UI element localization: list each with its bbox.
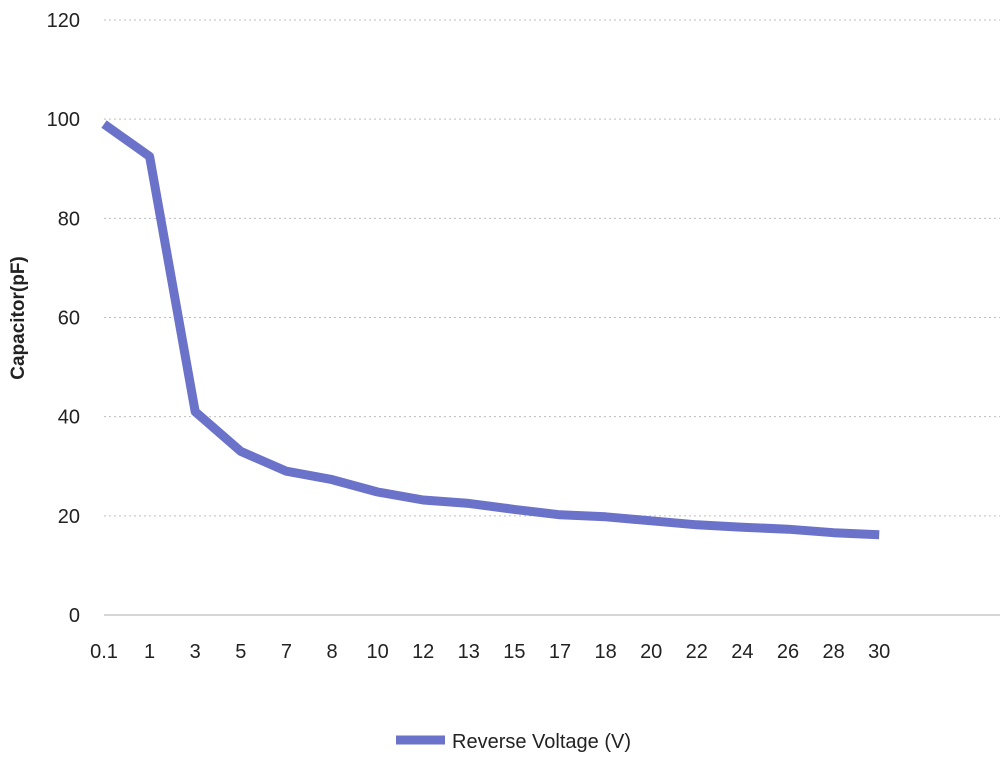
x-tick-label: 7 [281,641,292,663]
x-tick-label: 5 [235,641,246,663]
x-tick-label: 22 [686,641,708,663]
x-tick-label: 3 [190,641,201,663]
series-layer [104,124,879,535]
y-tick-label: 60 [58,308,80,330]
legend-label: Reverse Voltage (V) [452,731,631,753]
y-tick-label: 80 [58,208,80,230]
x-tick-label: 15 [503,641,525,663]
x-tick-label: 30 [868,641,890,663]
x-tick-label: 0.1 [90,641,118,663]
x-tick-label: 26 [777,641,799,663]
x-tick-label: 17 [549,641,571,663]
x-tick-label: 12 [412,641,434,663]
y-axis-title: Capacitor(pF) [8,256,29,380]
y-tick-label: 0 [69,605,80,627]
x-tick-label: 13 [458,641,480,663]
legend: Reverse Voltage (V) [396,731,631,753]
x-tick-label: 8 [326,641,337,663]
y-axis-ticks: 0 20 40 60 80 100 120 [47,10,80,627]
y-tick-label: 100 [47,109,80,131]
x-tick-label: 10 [366,641,388,663]
x-tick-label: 24 [731,641,753,663]
x-tick-label: 18 [594,641,616,663]
y-tick-label: 120 [47,10,80,32]
x-tick-label: 20 [640,641,662,663]
x-tick-label: 28 [822,641,844,663]
x-tick-label: 1 [144,641,155,663]
y-tick-label: 20 [58,506,80,528]
gridlines [104,20,1000,615]
series-line [104,124,879,535]
y-tick-label: 40 [58,407,80,429]
